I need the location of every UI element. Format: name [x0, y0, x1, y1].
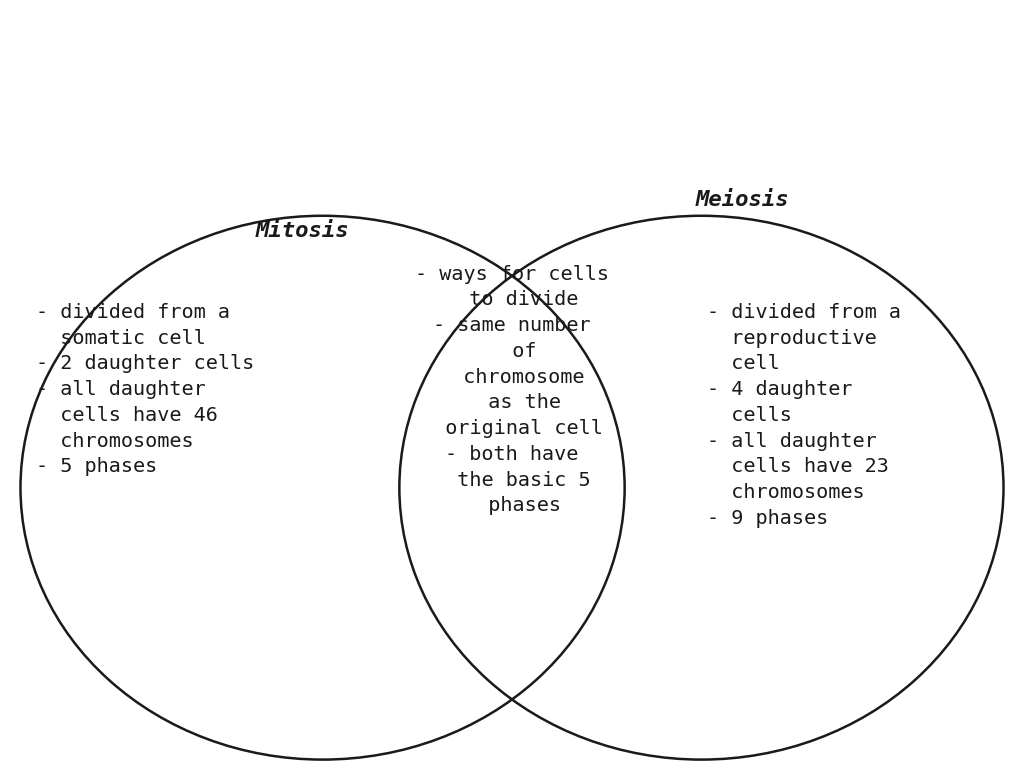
Text: - divided from a
  reproductive
  cell
- 4 daughter
  cells
- all daughter
  cel: - divided from a reproductive cell - 4 d…: [707, 303, 900, 528]
Text: Mitosis: Mitosis: [255, 221, 349, 241]
Text: - ways for cells
  to divide
- same number
  of
  chromosome
  as the
  original: - ways for cells to divide - same number…: [415, 265, 609, 515]
Text: - divided from a
  somatic cell
- 2 daughter cells
- all daughter
  cells have 4: - divided from a somatic cell - 2 daught…: [36, 303, 254, 476]
Text: mitosis and meiosis: mitosis and meiosis: [221, 134, 803, 190]
Text: Meiosis: Meiosis: [695, 190, 790, 210]
Text: This compare and contrasts: This compare and contrasts: [100, 45, 924, 101]
